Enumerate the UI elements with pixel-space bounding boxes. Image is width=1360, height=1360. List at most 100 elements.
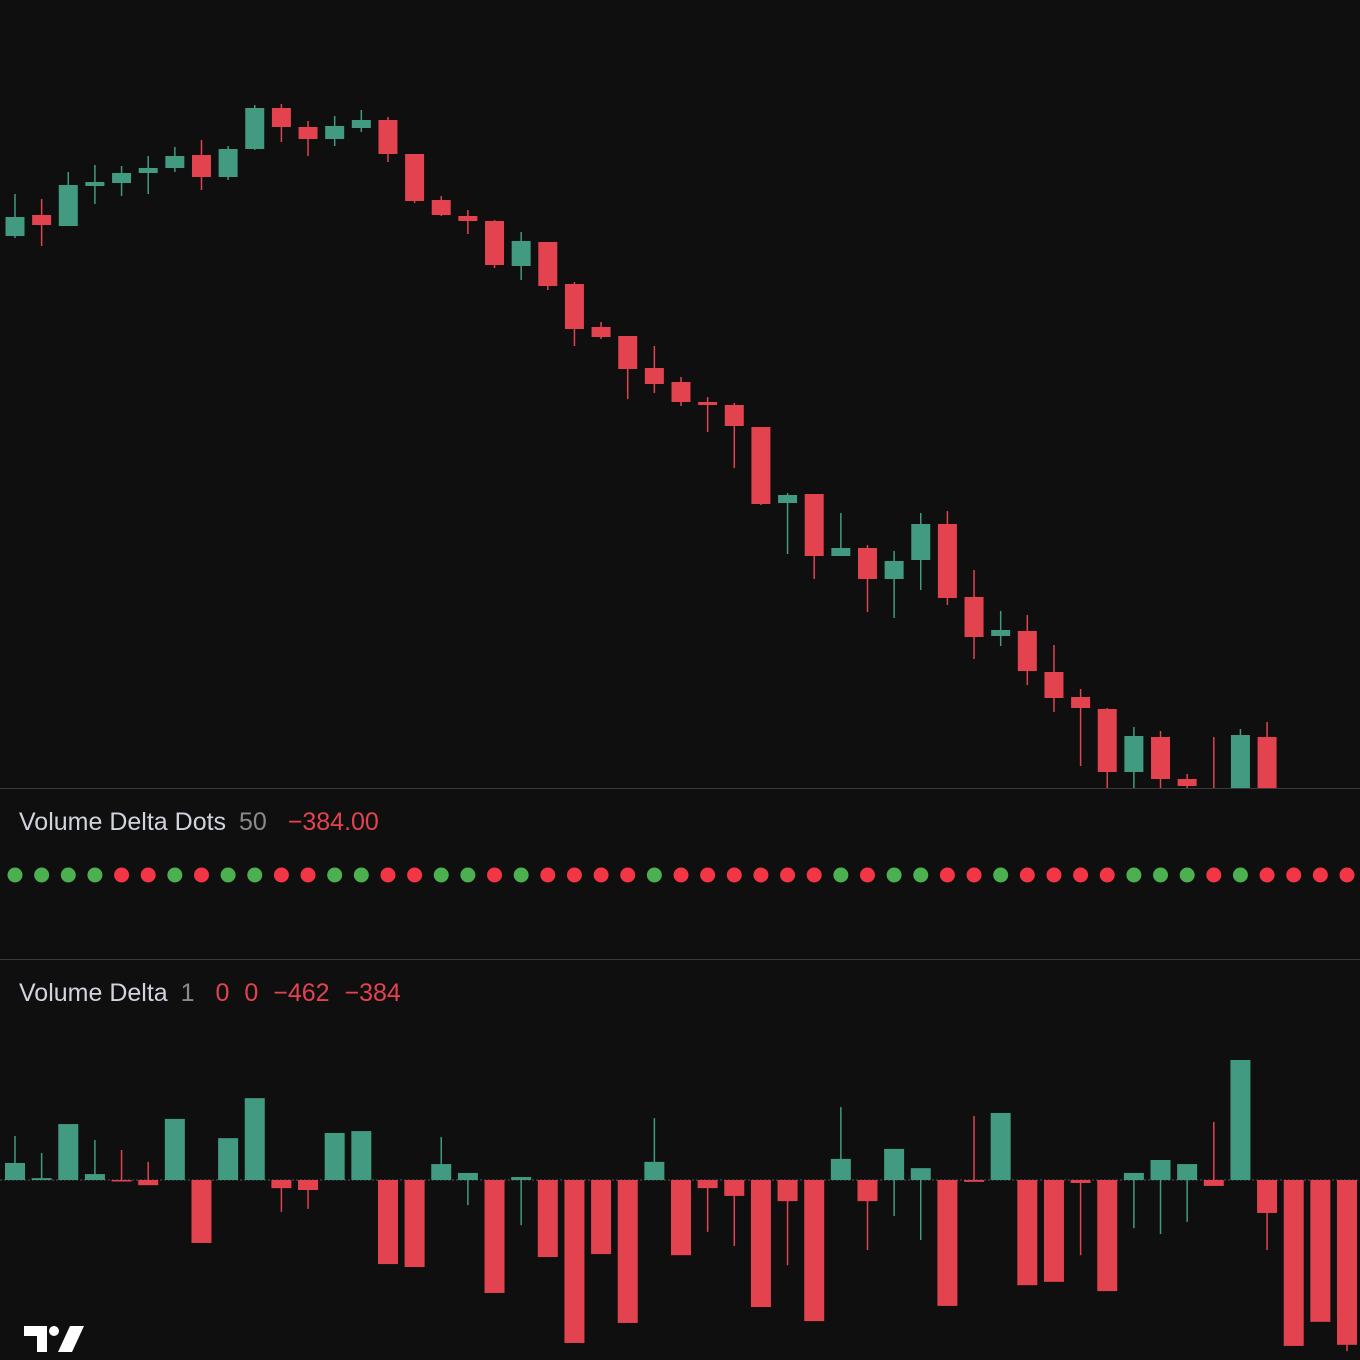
delta-dot bbox=[487, 867, 503, 883]
candle-body bbox=[538, 242, 558, 286]
candle-body bbox=[937, 524, 957, 598]
delta-bar bbox=[1257, 1180, 1278, 1213]
legend: Volume Delta 1 0 0 −462 −384 bbox=[19, 979, 401, 1007]
delta-bar bbox=[1123, 1172, 1144, 1180]
delta-dot bbox=[726, 867, 742, 883]
candle-body bbox=[218, 149, 238, 177]
delta-dot bbox=[1046, 867, 1062, 883]
candle-body bbox=[245, 108, 265, 149]
delta-dot bbox=[1206, 867, 1222, 883]
delta-bar bbox=[404, 1180, 425, 1268]
delta-bar bbox=[31, 1178, 52, 1180]
candle-body bbox=[751, 427, 771, 504]
delta-dot bbox=[1099, 867, 1115, 883]
candle-body bbox=[1097, 709, 1117, 772]
delta-dot bbox=[1126, 867, 1142, 883]
candle-body bbox=[165, 156, 185, 168]
delta-dot bbox=[380, 867, 396, 883]
candle-body bbox=[831, 548, 851, 556]
candle-body bbox=[1151, 737, 1171, 779]
delta-bar bbox=[244, 1098, 265, 1180]
delta-dot bbox=[673, 867, 689, 883]
candle-body bbox=[884, 561, 904, 579]
delta-bar bbox=[1177, 1164, 1198, 1180]
delta-dot bbox=[620, 867, 636, 883]
delta-dot bbox=[993, 867, 1009, 883]
delta-bar bbox=[857, 1180, 878, 1202]
candle-body bbox=[511, 241, 531, 266]
delta-dot bbox=[7, 867, 23, 883]
delta-bar bbox=[777, 1180, 798, 1202]
candle-body bbox=[32, 215, 52, 225]
delta-dot bbox=[833, 867, 849, 883]
delta-bar bbox=[564, 1180, 585, 1343]
delta-dot bbox=[220, 867, 236, 883]
candle-body bbox=[405, 154, 425, 201]
delta-dot bbox=[566, 867, 582, 883]
delta-bar bbox=[1043, 1180, 1064, 1282]
delta-dot bbox=[886, 867, 902, 883]
candle-body bbox=[911, 524, 931, 560]
delta-dot bbox=[780, 867, 796, 883]
delta-bar bbox=[1230, 1060, 1251, 1180]
delta-bar bbox=[617, 1180, 638, 1323]
delta-bar bbox=[937, 1180, 958, 1306]
delta-bar bbox=[324, 1132, 345, 1180]
delta-bar bbox=[964, 1180, 985, 1182]
delta-dot bbox=[140, 867, 156, 883]
delta-bar bbox=[1070, 1180, 1091, 1183]
candle-body bbox=[1230, 735, 1250, 788]
delta-dot bbox=[859, 867, 875, 883]
candle-body bbox=[325, 126, 345, 139]
candle-body bbox=[271, 108, 291, 127]
delta-dot bbox=[700, 867, 716, 883]
indicator-value: 0 bbox=[244, 979, 258, 1007]
delta-dot bbox=[273, 867, 289, 883]
candle-body bbox=[1124, 736, 1144, 772]
delta-bar bbox=[377, 1180, 398, 1265]
delta-bar bbox=[1337, 1180, 1357, 1345]
delta-bar bbox=[804, 1180, 825, 1322]
delta-dot bbox=[87, 867, 103, 883]
delta-bar bbox=[1097, 1180, 1118, 1292]
candle-body bbox=[644, 368, 664, 384]
delta-dot bbox=[193, 867, 209, 883]
delta-dot bbox=[593, 867, 609, 883]
indicator-param: 50 bbox=[239, 808, 267, 836]
candle-body bbox=[857, 548, 877, 579]
candle-body bbox=[698, 402, 718, 405]
candle-body bbox=[618, 336, 638, 369]
delta-dot bbox=[1019, 867, 1035, 883]
delta-dot bbox=[433, 867, 449, 883]
indicator-value: 0 bbox=[216, 979, 230, 1007]
candle-body bbox=[804, 494, 824, 556]
delta-dot bbox=[513, 867, 529, 883]
candle-body bbox=[431, 200, 451, 215]
candle-body bbox=[485, 221, 505, 265]
delta-dot bbox=[913, 867, 929, 883]
delta-dot bbox=[1259, 867, 1275, 883]
delta-bar bbox=[1150, 1160, 1171, 1180]
delta-bar bbox=[697, 1180, 718, 1189]
delta-dot bbox=[1339, 867, 1355, 883]
delta-dot bbox=[327, 867, 343, 883]
delta-dot bbox=[114, 867, 130, 883]
delta-bar bbox=[298, 1180, 319, 1190]
candle-body bbox=[138, 168, 158, 173]
candle-body bbox=[1071, 697, 1091, 708]
delta-bar bbox=[537, 1180, 558, 1258]
delta-dot bbox=[407, 867, 423, 883]
delta-bar bbox=[431, 1164, 452, 1180]
candle-body bbox=[112, 173, 132, 183]
indicator-param: 1 bbox=[181, 979, 195, 1007]
indicator-value: −462 bbox=[273, 979, 329, 1007]
delta-bar bbox=[164, 1118, 185, 1180]
delta-bar bbox=[58, 1124, 79, 1180]
delta-dot bbox=[806, 867, 822, 883]
delta-bar bbox=[724, 1180, 745, 1196]
delta-bar bbox=[5, 1162, 25, 1180]
legend: Volume Delta Dots 50 −384.00 bbox=[19, 808, 379, 836]
candle-body bbox=[298, 127, 318, 139]
delta-bar bbox=[218, 1138, 239, 1180]
delta-dot bbox=[60, 867, 76, 883]
